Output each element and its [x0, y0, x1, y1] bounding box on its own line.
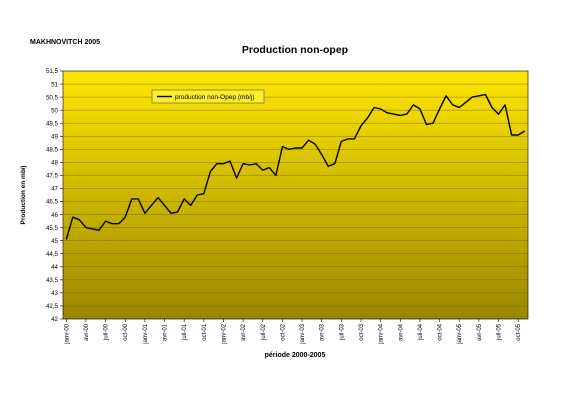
series-line — [65, 93, 526, 240]
y-axis-label: Production en mb/j — [20, 165, 27, 224]
series-group — [65, 93, 526, 240]
y-tick-label: 49,5 — [46, 120, 59, 127]
y-tick-label: 51,5 — [46, 68, 59, 75]
x-axis-label: période 2000-2005 — [265, 352, 326, 359]
x-tick-label: avr-03 — [320, 323, 326, 341]
y-tick-label: 47,5 — [46, 173, 59, 180]
y-tick-label: 51 — [51, 81, 58, 88]
x-tick-label: juil-04 — [418, 323, 424, 341]
y-tick-label: 46,5 — [46, 199, 59, 206]
legend-label: production non-Opep (mb/j) — [175, 94, 255, 101]
y-tick-label: 45,5 — [46, 225, 59, 232]
y-tick-label: 44 — [51, 264, 58, 271]
x-tick-label: avr-00 — [84, 323, 90, 341]
y-tick-label: 50 — [51, 107, 58, 114]
y-axis-ticks: 42 42,5 43 43,5 44 44,5 45 45,5 46 46,5 47 47,5 48 48… — [46, 68, 63, 323]
gridlines — [63, 83, 528, 307]
y-tick-label: 47 — [51, 186, 58, 193]
x-tick-label: oct-04 — [438, 323, 444, 340]
x-tick-label: oct-05 — [516, 323, 522, 340]
y-tick-label: 45 — [51, 238, 58, 245]
y-tick-label: 46 — [51, 212, 58, 219]
x-tick-label: oct-02 — [280, 323, 286, 340]
x-tick-label: avr-05 — [477, 323, 483, 341]
x-tick-label: juil-02 — [261, 323, 267, 341]
plot-area — [62, 70, 529, 320]
x-tick-label: oct-00 — [123, 323, 129, 340]
x-tick-label: janv-03 — [300, 323, 306, 344]
x-tick-label: avr-02 — [241, 323, 247, 341]
x-tick-label: janv-05 — [457, 323, 463, 344]
x-tick-label: janv-02 — [221, 323, 227, 344]
author-label: MAKHNOVITCH 2005 — [30, 39, 100, 46]
y-tick-label: 43 — [51, 290, 58, 297]
chart-title: Production non-opep — [242, 44, 348, 56]
x-tick-label: avr-04 — [398, 323, 404, 341]
legend: production non-Opep (mb/j) — [151, 89, 265, 104]
x-tick-label: oct-01 — [202, 323, 208, 340]
y-tick-label: 50,5 — [46, 94, 59, 101]
x-tick-label: avr-01 — [163, 323, 169, 341]
y-tick-label: 42 — [51, 316, 58, 323]
x-tick-label: juil-03 — [339, 323, 345, 341]
x-tick-label: janv-01 — [143, 323, 149, 344]
x-tick-label: janv-04 — [379, 323, 385, 344]
y-tick-label: 48 — [51, 160, 58, 167]
y-tick-label: 48,5 — [46, 147, 59, 154]
x-tick-label: juil-05 — [497, 323, 503, 341]
legend-box — [151, 89, 265, 104]
y-tick-label: 42,5 — [46, 303, 59, 310]
x-tick-label: oct-03 — [359, 323, 365, 340]
y-tick-label: 49 — [51, 133, 58, 140]
y-tick-label: 44,5 — [46, 251, 59, 258]
x-axis-ticks: janv-00 avr-00 juil-00 oct-00 janv-01 avr-01 j… — [64, 319, 522, 345]
x-tick-label: janv-00 — [64, 323, 70, 344]
y-tick-label: 43,5 — [46, 277, 59, 284]
x-tick-label: juil-01 — [182, 323, 188, 341]
x-tick-label: juil-00 — [104, 323, 110, 341]
